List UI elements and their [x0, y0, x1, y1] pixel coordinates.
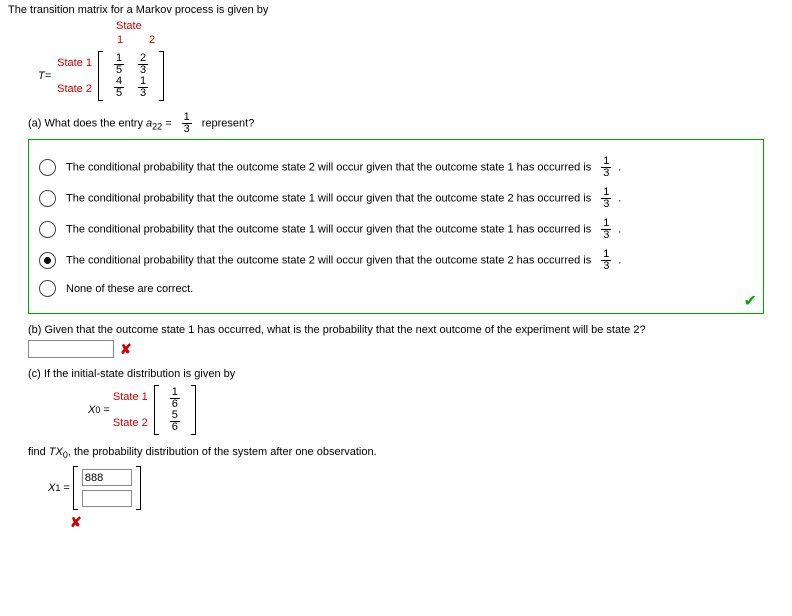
option-text: The conditional probability that the out…	[66, 218, 621, 241]
part-a-options: The conditional probability that the out…	[28, 139, 764, 314]
part-b-prompt: (b) Given that the outcome state 1 has o…	[28, 324, 784, 336]
radio-icon[interactable]	[39, 159, 56, 176]
radio-icon[interactable]	[39, 221, 56, 238]
part-b-input[interactable]	[28, 340, 114, 358]
option-text: None of these are correct.	[66, 283, 193, 295]
radio-icon[interactable]	[39, 280, 56, 297]
option-2[interactable]: The conditional probability that the out…	[39, 218, 753, 241]
col-labels: 1 2	[104, 34, 784, 46]
state-header: State	[116, 20, 784, 32]
radio-icon[interactable]	[39, 190, 56, 207]
cross-icon: ✘	[120, 341, 132, 358]
option-text: The conditional probability that the out…	[66, 249, 621, 272]
intro-text: The transition matrix for a Markov proce…	[8, 4, 784, 16]
x1-input-1[interactable]	[82, 469, 132, 486]
t-matrix: 15 23 45 13	[98, 51, 164, 101]
x0-vector: X0 = State 1 State 2 16 56	[88, 384, 784, 436]
option-4[interactable]: None of these are correct.	[39, 280, 753, 297]
col-label-2: 2	[140, 34, 164, 46]
x1-input-2[interactable]	[82, 490, 132, 507]
check-icon: ✔	[744, 291, 757, 311]
cross-icon: ✘	[70, 514, 82, 530]
row-labels: State 1 State 2	[57, 50, 92, 102]
t-label: T=	[38, 70, 51, 82]
radio-icon[interactable]	[39, 252, 56, 269]
part-c-after: find TX0, the probability distribution o…	[28, 446, 784, 460]
part-a-prompt: (a) What does the entry a22 = 13 represe…	[28, 112, 784, 135]
option-1[interactable]: The conditional probability that the out…	[39, 187, 753, 210]
option-text: The conditional probability that the out…	[66, 187, 621, 210]
option-text: The conditional probability that the out…	[66, 156, 621, 179]
matrix-block: State 1 2 T= State 1 State 2 15 23 45 13	[8, 20, 784, 102]
row-label-1: State 1	[57, 50, 92, 76]
option-3[interactable]: The conditional probability that the out…	[39, 249, 753, 272]
row-label-2: State 2	[57, 76, 92, 102]
x1-answer: X1 =	[48, 466, 784, 510]
part-c-prompt: (c) If the initial-state distribution is…	[28, 368, 784, 380]
option-0[interactable]: The conditional probability that the out…	[39, 156, 753, 179]
col-label-1: 1	[108, 34, 132, 46]
